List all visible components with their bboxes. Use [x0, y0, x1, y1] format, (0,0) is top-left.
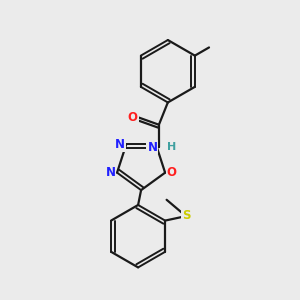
Text: N: N	[115, 138, 125, 151]
Text: H: H	[167, 142, 176, 152]
Text: O: O	[128, 111, 138, 124]
Text: S: S	[182, 209, 191, 222]
Text: O: O	[167, 166, 177, 179]
Text: N: N	[106, 166, 116, 179]
Text: N: N	[147, 140, 158, 154]
